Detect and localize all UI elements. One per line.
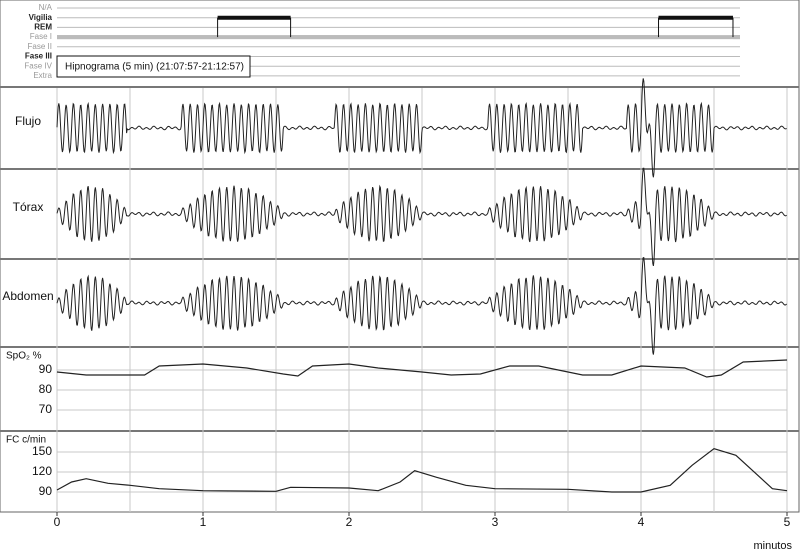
stage-label: Fase IV [24, 61, 52, 70]
panel-label: Flujo [15, 114, 41, 128]
line-series [56, 448, 788, 493]
waveform [56, 257, 787, 355]
y-tick-label: 90 [39, 484, 53, 498]
panel-label: FC c/min [6, 435, 46, 446]
y-tick-label: 90 [39, 362, 53, 376]
x-tick-label: 0 [54, 515, 61, 529]
y-tick-label: 150 [32, 444, 52, 458]
panel-label: Tórax [13, 200, 44, 214]
waveform [56, 167, 787, 267]
x-tick-label: 4 [638, 515, 645, 529]
panel-label: Abdomen [2, 289, 53, 303]
waveform [56, 78, 787, 178]
frame [0, 0, 800, 513]
y-tick-label: 80 [39, 382, 53, 396]
y-tick-label: 70 [39, 402, 53, 416]
title-box [56, 55, 251, 78]
x-tick-label: 2 [346, 515, 353, 529]
stage-label: N/A [39, 3, 53, 12]
stage-label: REM [34, 23, 52, 32]
line-series [56, 359, 788, 378]
x-tick-label: 5 [784, 515, 791, 529]
x-axis-label: minutos [753, 540, 792, 552]
stage-label: Fase III [25, 52, 52, 61]
stage-label: Vigilia [29, 13, 53, 22]
x-tick-label: 1 [200, 515, 207, 529]
stage-label: Extra [33, 71, 52, 80]
stage-label: Fase I [30, 32, 52, 41]
stage-label: Fase II [28, 42, 52, 51]
x-tick-label: 3 [492, 515, 499, 529]
title: Hipnograma (5 min) (21:07:57-21:12:57) [65, 62, 244, 73]
panel-label: SpO₂ % [6, 351, 42, 362]
y-tick-label: 120 [32, 464, 52, 478]
